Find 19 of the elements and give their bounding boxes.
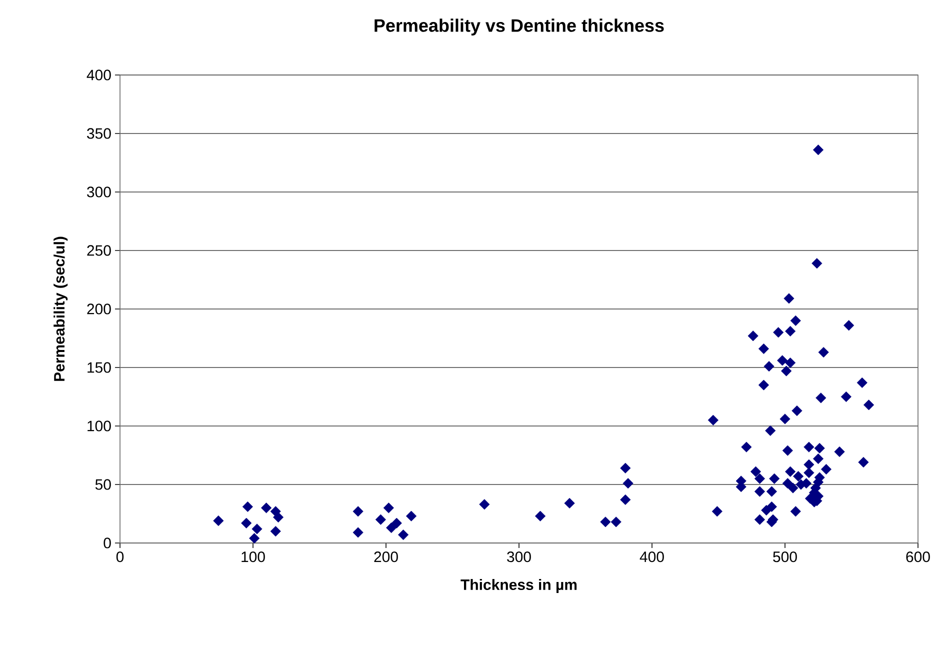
y-tick-label: 100 (88, 420, 111, 432)
chart-title: Permeability vs Dentine thickness (374, 18, 664, 36)
x-tick-label: 400 (640, 552, 664, 562)
y-tick-label: 350 (87, 128, 111, 139)
x-tick-label: 100 (242, 552, 265, 562)
x-axis-title: Thickness in µm (460, 579, 577, 593)
x-tick-label: 300 (507, 552, 531, 562)
y-tick-label: 400 (86, 70, 111, 80)
y-tick-label: 200 (87, 304, 111, 314)
y-tick-label: 250 (87, 245, 111, 256)
y-tick-label: 300 (87, 186, 111, 198)
y-axis-title: Permeability (sec/ul) (54, 236, 68, 381)
x-tick-label: 200 (374, 552, 398, 562)
y-tick-label: 0 (104, 538, 111, 548)
y-tick-label: 50 (95, 479, 111, 490)
x-tick-label: 600 (906, 552, 930, 562)
y-tick-label: 150 (88, 362, 111, 373)
x-tick-label: 500 (773, 552, 797, 562)
x-tick-label: 0 (116, 552, 124, 562)
